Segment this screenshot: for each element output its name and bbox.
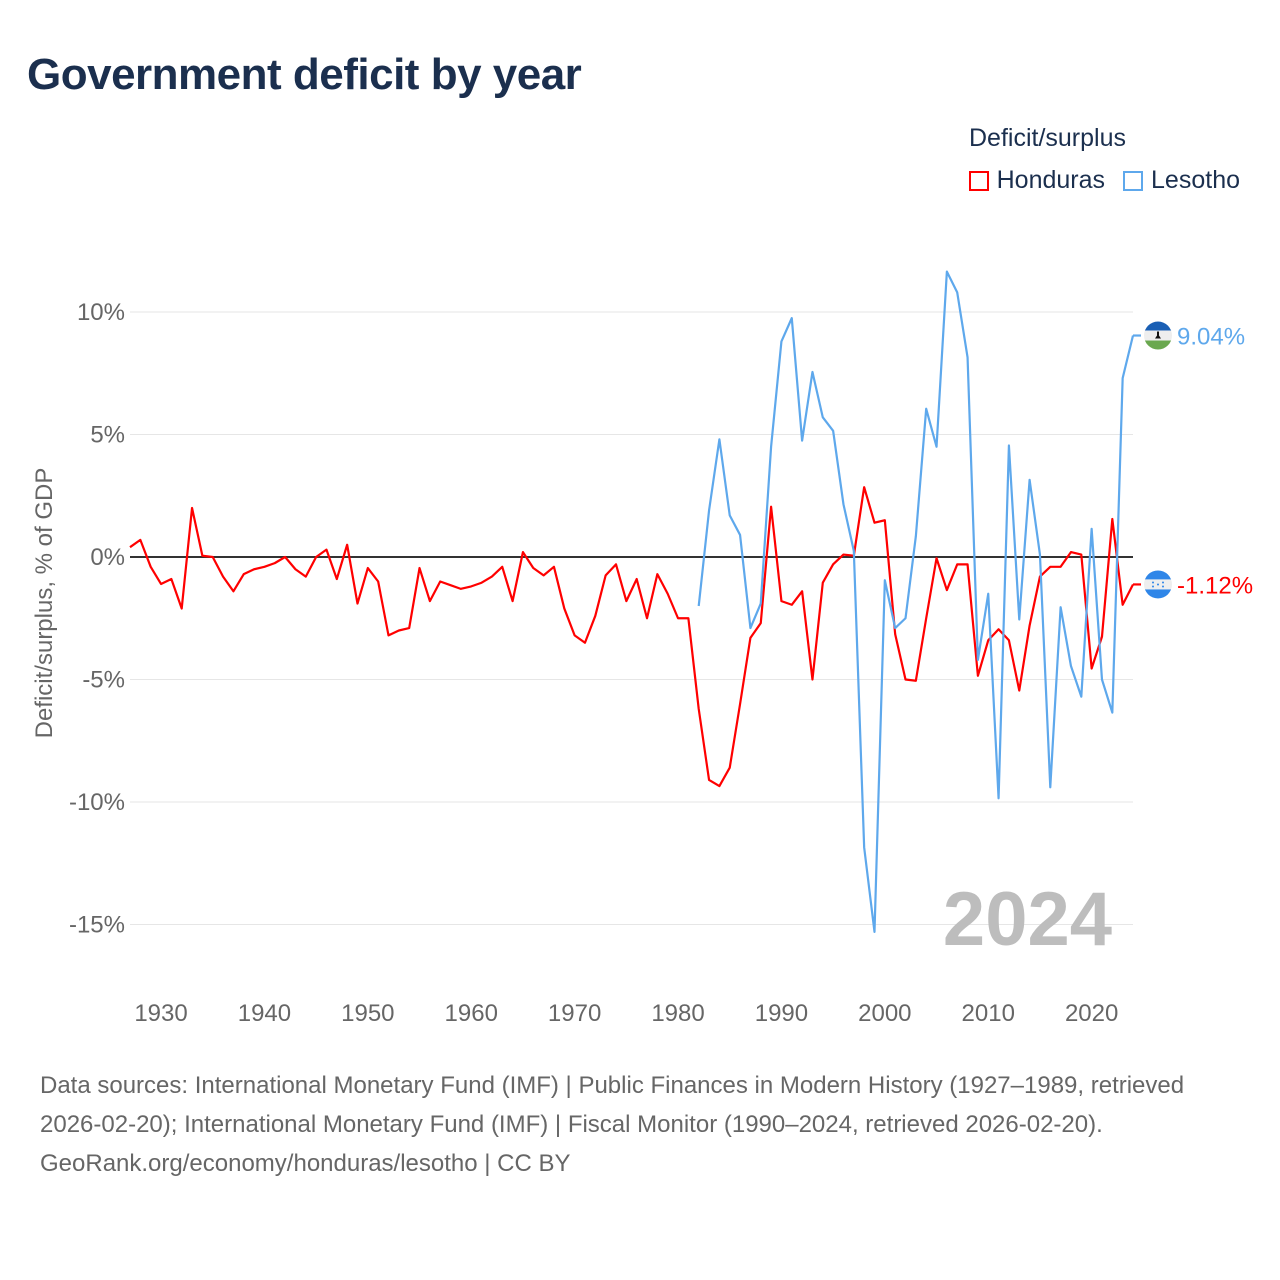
data-sources: Data sources: International Monetary Fun… — [40, 1072, 1185, 1138]
legend-item-lesotho[interactable]: Lesotho — [1123, 166, 1240, 195]
end-value-label-honduras: -1.12% — [1177, 572, 1253, 599]
y-tick-label: 0% — [90, 544, 125, 571]
y-tick-label: -10% — [69, 789, 125, 816]
legend: Honduras Lesotho — [968, 166, 1240, 195]
flag-lesotho-icon — [1144, 321, 1172, 350]
legend-item-honduras[interactable]: Honduras — [968, 166, 1106, 195]
flag-honduras-icon — [1144, 570, 1172, 599]
legend-swatch-honduras — [968, 170, 989, 191]
x-tick-label: 2000 — [858, 1000, 911, 1027]
x-tick-label: 2010 — [962, 1000, 1015, 1027]
line-chart: 10% 5% 0% -5% -10% -15% 1930 1940 1950 1960 1970 19… — [31, 270, 1253, 1027]
x-tick-label: 1980 — [651, 1000, 704, 1027]
x-tick-label: 1950 — [341, 1000, 394, 1027]
y-tick-label: -15% — [69, 912, 125, 939]
series-line-lesotho[interactable] — [697, 270, 1135, 933]
credit-link[interactable]: GeoRank.org/economy/honduras/lesotho | C… — [40, 1150, 571, 1177]
x-tick-label: 2020 — [1065, 1000, 1118, 1027]
footer: Data sources: International Monetary Fun… — [40, 1066, 1240, 1183]
y-tick-label: 5% — [90, 422, 125, 449]
legend-label: Honduras — [996, 166, 1106, 194]
x-tick-label: 1990 — [755, 1000, 808, 1027]
x-tick-label: 1940 — [238, 1000, 291, 1027]
end-value-label-lesotho: 9.04% — [1177, 324, 1245, 351]
year-watermark: 2024 — [943, 877, 1112, 962]
legend-swatch-lesotho — [1123, 170, 1144, 191]
legend-title: Deficit/surplus — [969, 124, 1126, 152]
y-axis-label: Deficit/surplus, % of GDP — [31, 468, 58, 739]
page-title: Government deficit by year — [27, 50, 582, 99]
y-tick-label: -5% — [82, 667, 125, 694]
series-line-honduras[interactable] — [129, 486, 1134, 788]
legend-label: Lesotho — [1151, 166, 1240, 194]
x-tick-label: 1970 — [548, 1000, 601, 1027]
y-tick-label: 10% — [77, 299, 125, 326]
x-tick-label: 1930 — [134, 1000, 187, 1027]
x-tick-label: 1960 — [445, 1000, 498, 1027]
